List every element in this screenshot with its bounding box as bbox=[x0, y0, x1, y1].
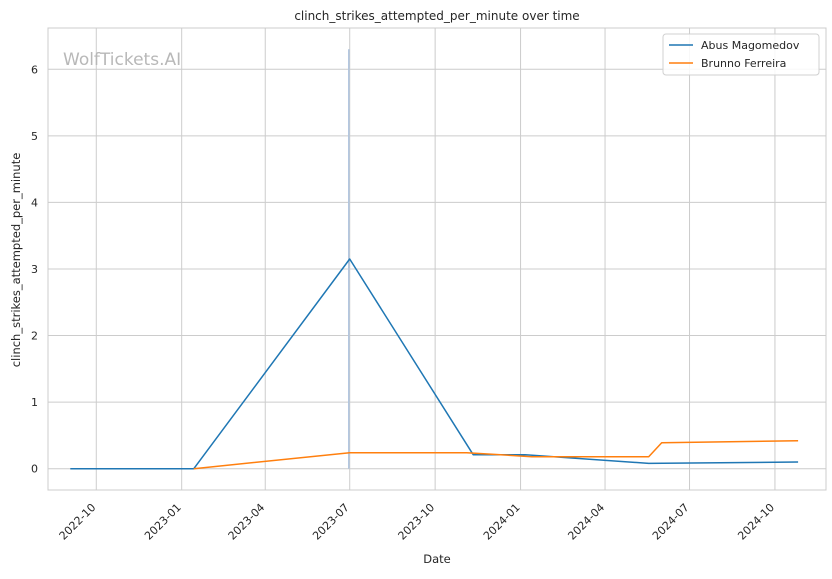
y-axis-label: clinch_strikes_attempted_per_minute bbox=[9, 153, 23, 368]
y-tick-label: 3 bbox=[31, 263, 38, 276]
y-axis-ticks: 0 1 2 3 4 5 6 bbox=[31, 63, 38, 475]
legend-label-abus: Abus Magomedov bbox=[701, 39, 800, 52]
y-tick-label: 2 bbox=[31, 330, 38, 343]
plot-frame bbox=[47, 27, 827, 491]
chart-title: clinch_strikes_attempted_per_minute over… bbox=[294, 9, 579, 23]
legend-box bbox=[662, 33, 820, 76]
series-line-brunno-ferreira bbox=[193, 439, 799, 470]
y-tick-label: 6 bbox=[31, 63, 38, 76]
legend-label-brunno: Brunno Ferreira bbox=[701, 57, 786, 70]
legend: Abus Magomedov Brunno Ferreira bbox=[662, 33, 820, 76]
plot-marks bbox=[70, 49, 799, 470]
x-axis-label: Date bbox=[423, 552, 451, 566]
watermark: WolfTickets.AI bbox=[63, 50, 181, 70]
y-tick-label: 5 bbox=[31, 130, 38, 143]
y-tick-label: 1 bbox=[31, 396, 38, 409]
y-tick-label: 4 bbox=[31, 196, 38, 209]
y-tick-label: 0 bbox=[31, 463, 38, 476]
grid bbox=[48, 28, 826, 490]
